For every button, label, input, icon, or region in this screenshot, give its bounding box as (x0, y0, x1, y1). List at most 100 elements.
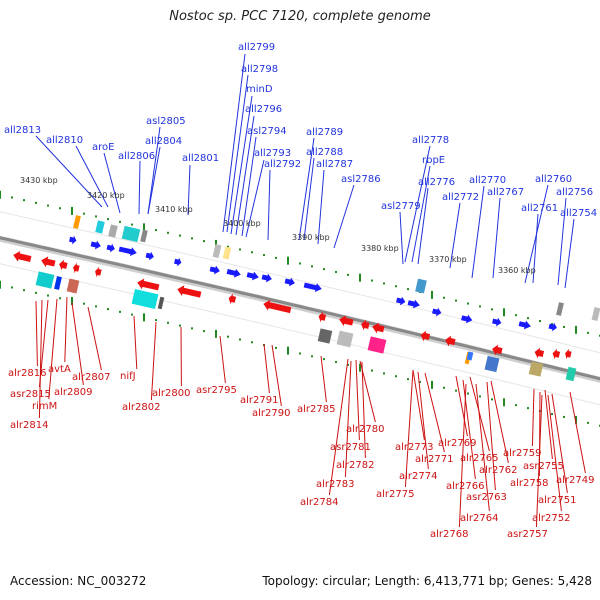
leader-line (492, 197, 501, 279)
leader-line (399, 211, 404, 265)
leader-line (462, 379, 476, 480)
reverse-gene-arrow (95, 266, 102, 278)
feature-box (556, 302, 564, 316)
feature-box (131, 288, 159, 310)
gene-label-top: all2799 (238, 42, 275, 53)
leader-line (241, 136, 257, 237)
forward-gene-arrow (106, 243, 115, 253)
gene-label-top: all2767 (487, 187, 524, 198)
gene-label-top: asl2805 (146, 116, 186, 127)
genome-backbone (0, 236, 600, 381)
gene-label-top: all2804 (145, 136, 182, 147)
leader-line (564, 218, 575, 289)
reverse-gene-arrow (534, 347, 545, 359)
feature-box (415, 278, 427, 294)
leader-line (219, 335, 226, 384)
leader-line (320, 355, 327, 403)
gene-label-bottom: alr2773 (395, 442, 433, 453)
gene-label-bottom: alr2774 (399, 471, 437, 482)
gene-label-bottom: alr2800 (152, 388, 190, 399)
gene-label-bottom: asr2815 (10, 389, 51, 400)
leader-line (569, 391, 586, 474)
leader-line (458, 383, 467, 528)
leader-line (87, 306, 102, 371)
gene-label-top: asl2779 (381, 201, 421, 212)
leader-line (490, 380, 509, 464)
position-label: 3400 kbp (223, 219, 261, 228)
forward-gene-arrow (261, 273, 272, 283)
leader-line (150, 321, 157, 401)
forward-gene-arrow (209, 265, 220, 275)
gene-label-bottom: alr2809 (54, 387, 92, 398)
leader-line (417, 187, 429, 265)
leader-line (551, 393, 568, 494)
gene-label-top: all2770 (469, 175, 506, 186)
position-label: 3410 kbp (155, 205, 193, 214)
leader-line (245, 159, 265, 238)
leader-line (226, 74, 249, 233)
leader-line (417, 371, 429, 470)
forward-gene-arrow (69, 235, 77, 245)
leader-line (471, 185, 485, 279)
forward-gene-arrow (303, 282, 322, 293)
gene-label-top: aroE (92, 142, 114, 153)
leader-line (404, 145, 431, 263)
leader-line (547, 394, 562, 512)
gene-label-top: all2772 (442, 192, 479, 203)
reverse-gene-arrow (565, 348, 572, 360)
reverse-gene-arrow (73, 262, 80, 274)
leader-line (187, 164, 191, 216)
gene-label-top: asl2794 (247, 126, 287, 137)
lower-rail (0, 263, 600, 406)
leader-line (48, 298, 58, 400)
position-label: 3390 kbp (292, 233, 330, 242)
gene-label-top: all2761 (521, 203, 558, 214)
feature-box (121, 225, 141, 243)
gene-label-bottom: alr2783 (316, 479, 354, 490)
feature-box (336, 330, 354, 348)
reverse-gene-arrow (445, 335, 456, 347)
leader-line (317, 169, 325, 245)
feature-box (108, 224, 118, 238)
gene-label-top: all2756 (556, 187, 593, 198)
reverse-gene-arrow (137, 278, 160, 291)
feature-box (317, 328, 333, 344)
gene-label-top: all2760 (535, 174, 572, 185)
gene-label-top: all2806 (118, 151, 155, 162)
gene-label-top: all2796 (245, 104, 282, 115)
topology-text: Topology: circular; Length: 6,413,771 bp… (262, 574, 592, 588)
gene-label-bottom: avtA (48, 364, 71, 375)
gene-label-bottom: alr2780 (346, 424, 384, 435)
leader-line (404, 369, 414, 488)
forward-gene-arrow (226, 268, 241, 278)
feature-box (157, 296, 165, 310)
gene-label-bottom: alr2766 (446, 481, 484, 492)
gene-label-bottom: alr2751 (538, 495, 576, 506)
gene-label-bottom: alr2749 (556, 475, 594, 486)
leader-line (303, 157, 315, 241)
accession-text: Accession: NC_003272 (10, 574, 147, 588)
gene-label-top: all2754 (560, 208, 597, 219)
leader-line (344, 360, 352, 478)
gene-label-bottom: asr2757 (507, 529, 548, 540)
forward-gene-arrow (518, 320, 531, 330)
gene-label-top: rbpE (422, 155, 445, 166)
leader-line (532, 213, 539, 284)
leader-line (411, 165, 431, 263)
reverse-gene-arrow (228, 293, 237, 305)
reverse-gene-arrow (318, 311, 327, 323)
gene-label-bottom: nifJ (120, 371, 136, 382)
gene-label-bottom: alr2758 (510, 478, 548, 489)
reverse-gene-arrow (361, 319, 370, 331)
feature-box (35, 271, 55, 289)
gene-label-top: all2801 (182, 153, 219, 164)
forward-gene-arrow (90, 240, 101, 250)
position-label: 3380 kbp (361, 244, 399, 253)
forward-gene-arrow (548, 322, 557, 332)
reverse-gene-arrow (552, 348, 561, 360)
reverse-gene-arrow (420, 330, 431, 342)
leader-line (298, 137, 315, 241)
gene-label-bottom: asr2795 (196, 385, 237, 396)
forward-gene-arrow (396, 296, 406, 306)
